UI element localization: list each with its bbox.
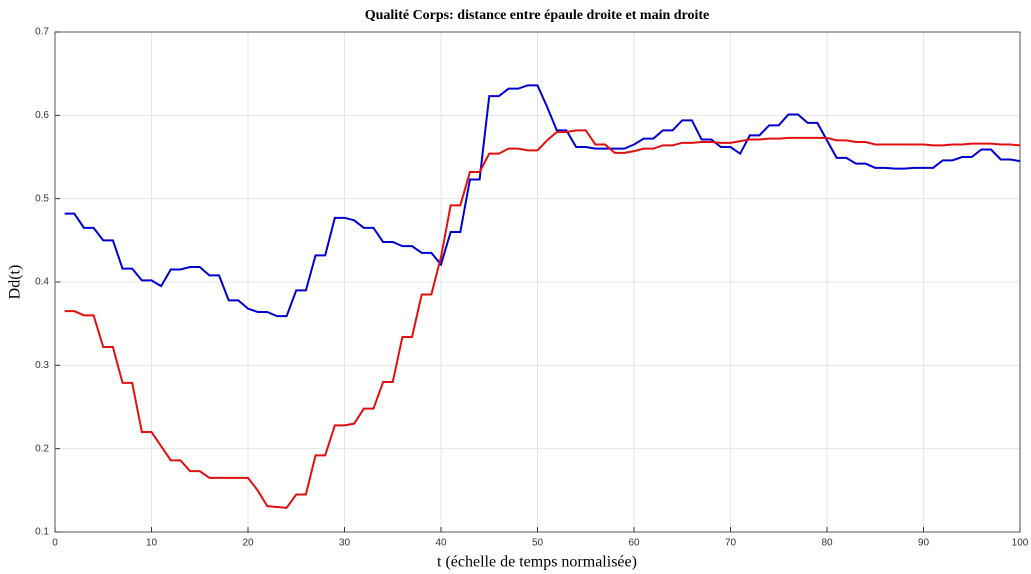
y-tick-label: 0.2 (35, 443, 49, 454)
x-tick-label: 50 (532, 538, 544, 549)
y-axis-label: Dd(t) (7, 265, 24, 300)
x-axis-label: t (échelle de temps normalisée) (437, 554, 637, 571)
x-tick-label: 80 (821, 538, 833, 549)
plot-frame (54, 31, 1021, 533)
y-tick-label: 0.6 (35, 110, 49, 121)
x-tick-label: 30 (339, 538, 351, 549)
x-tick-label: 70 (725, 538, 737, 549)
x-tick-label: 40 (435, 538, 447, 549)
y-tick-label: 0.3 (35, 360, 49, 371)
line (64, 129, 1021, 509)
y-tick-label: 0.1 (35, 527, 49, 538)
y-tick-label: 0.7 (35, 27, 49, 38)
y-tick-label: 0.4 (35, 277, 49, 288)
x-tick-label: 90 (918, 538, 930, 549)
x-tick-label: 20 (242, 538, 254, 549)
chart-title: Qualité Corps: distance entre épaule dro… (365, 8, 710, 23)
x-tick-label: 100 (1012, 538, 1029, 549)
x-tick-label: 0 (52, 538, 58, 549)
y-tick-label: 0.5 (35, 193, 49, 204)
x-tick-label: 10 (146, 538, 158, 549)
line (64, 84, 1021, 318)
x-tick-label: 60 (628, 538, 640, 549)
